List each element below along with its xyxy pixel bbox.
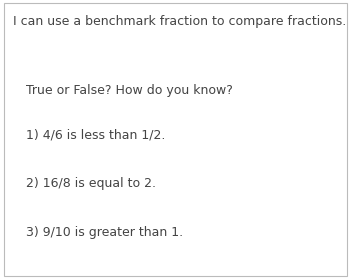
Text: 1) 4/6 is less than 1/2.: 1) 4/6 is less than 1/2. bbox=[26, 128, 166, 141]
Text: I can use a benchmark fraction to compare fractions.: I can use a benchmark fraction to compar… bbox=[13, 15, 346, 28]
Text: 2) 16/8 is equal to 2.: 2) 16/8 is equal to 2. bbox=[26, 177, 156, 190]
Text: True or False? How do you know?: True or False? How do you know? bbox=[26, 84, 233, 97]
Text: 3) 9/10 is greater than 1.: 3) 9/10 is greater than 1. bbox=[26, 226, 183, 239]
